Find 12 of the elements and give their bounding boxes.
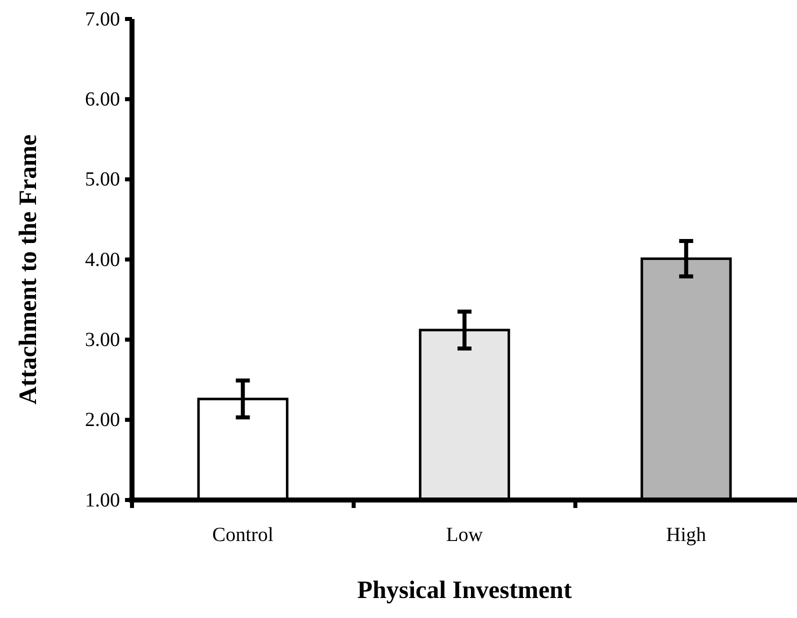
- x-tick-label: Low: [446, 524, 484, 546]
- y-tick-label: 1.00: [85, 489, 120, 512]
- x-axis-title: Physical Investment: [357, 577, 572, 604]
- y-tick-label: 4.00: [85, 248, 120, 271]
- x-tick-label: High: [666, 524, 706, 546]
- y-tick-label: 7.00: [85, 8, 120, 30]
- y-tick-label: 5.00: [85, 168, 120, 191]
- y-axis-title: Attachment to the Frame: [15, 134, 42, 405]
- x-tick-label: Control: [212, 524, 274, 546]
- y-tick-label: 2.00: [85, 409, 120, 432]
- y-tick-label: 6.00: [85, 88, 120, 111]
- y-tick-label: 3.00: [85, 329, 120, 352]
